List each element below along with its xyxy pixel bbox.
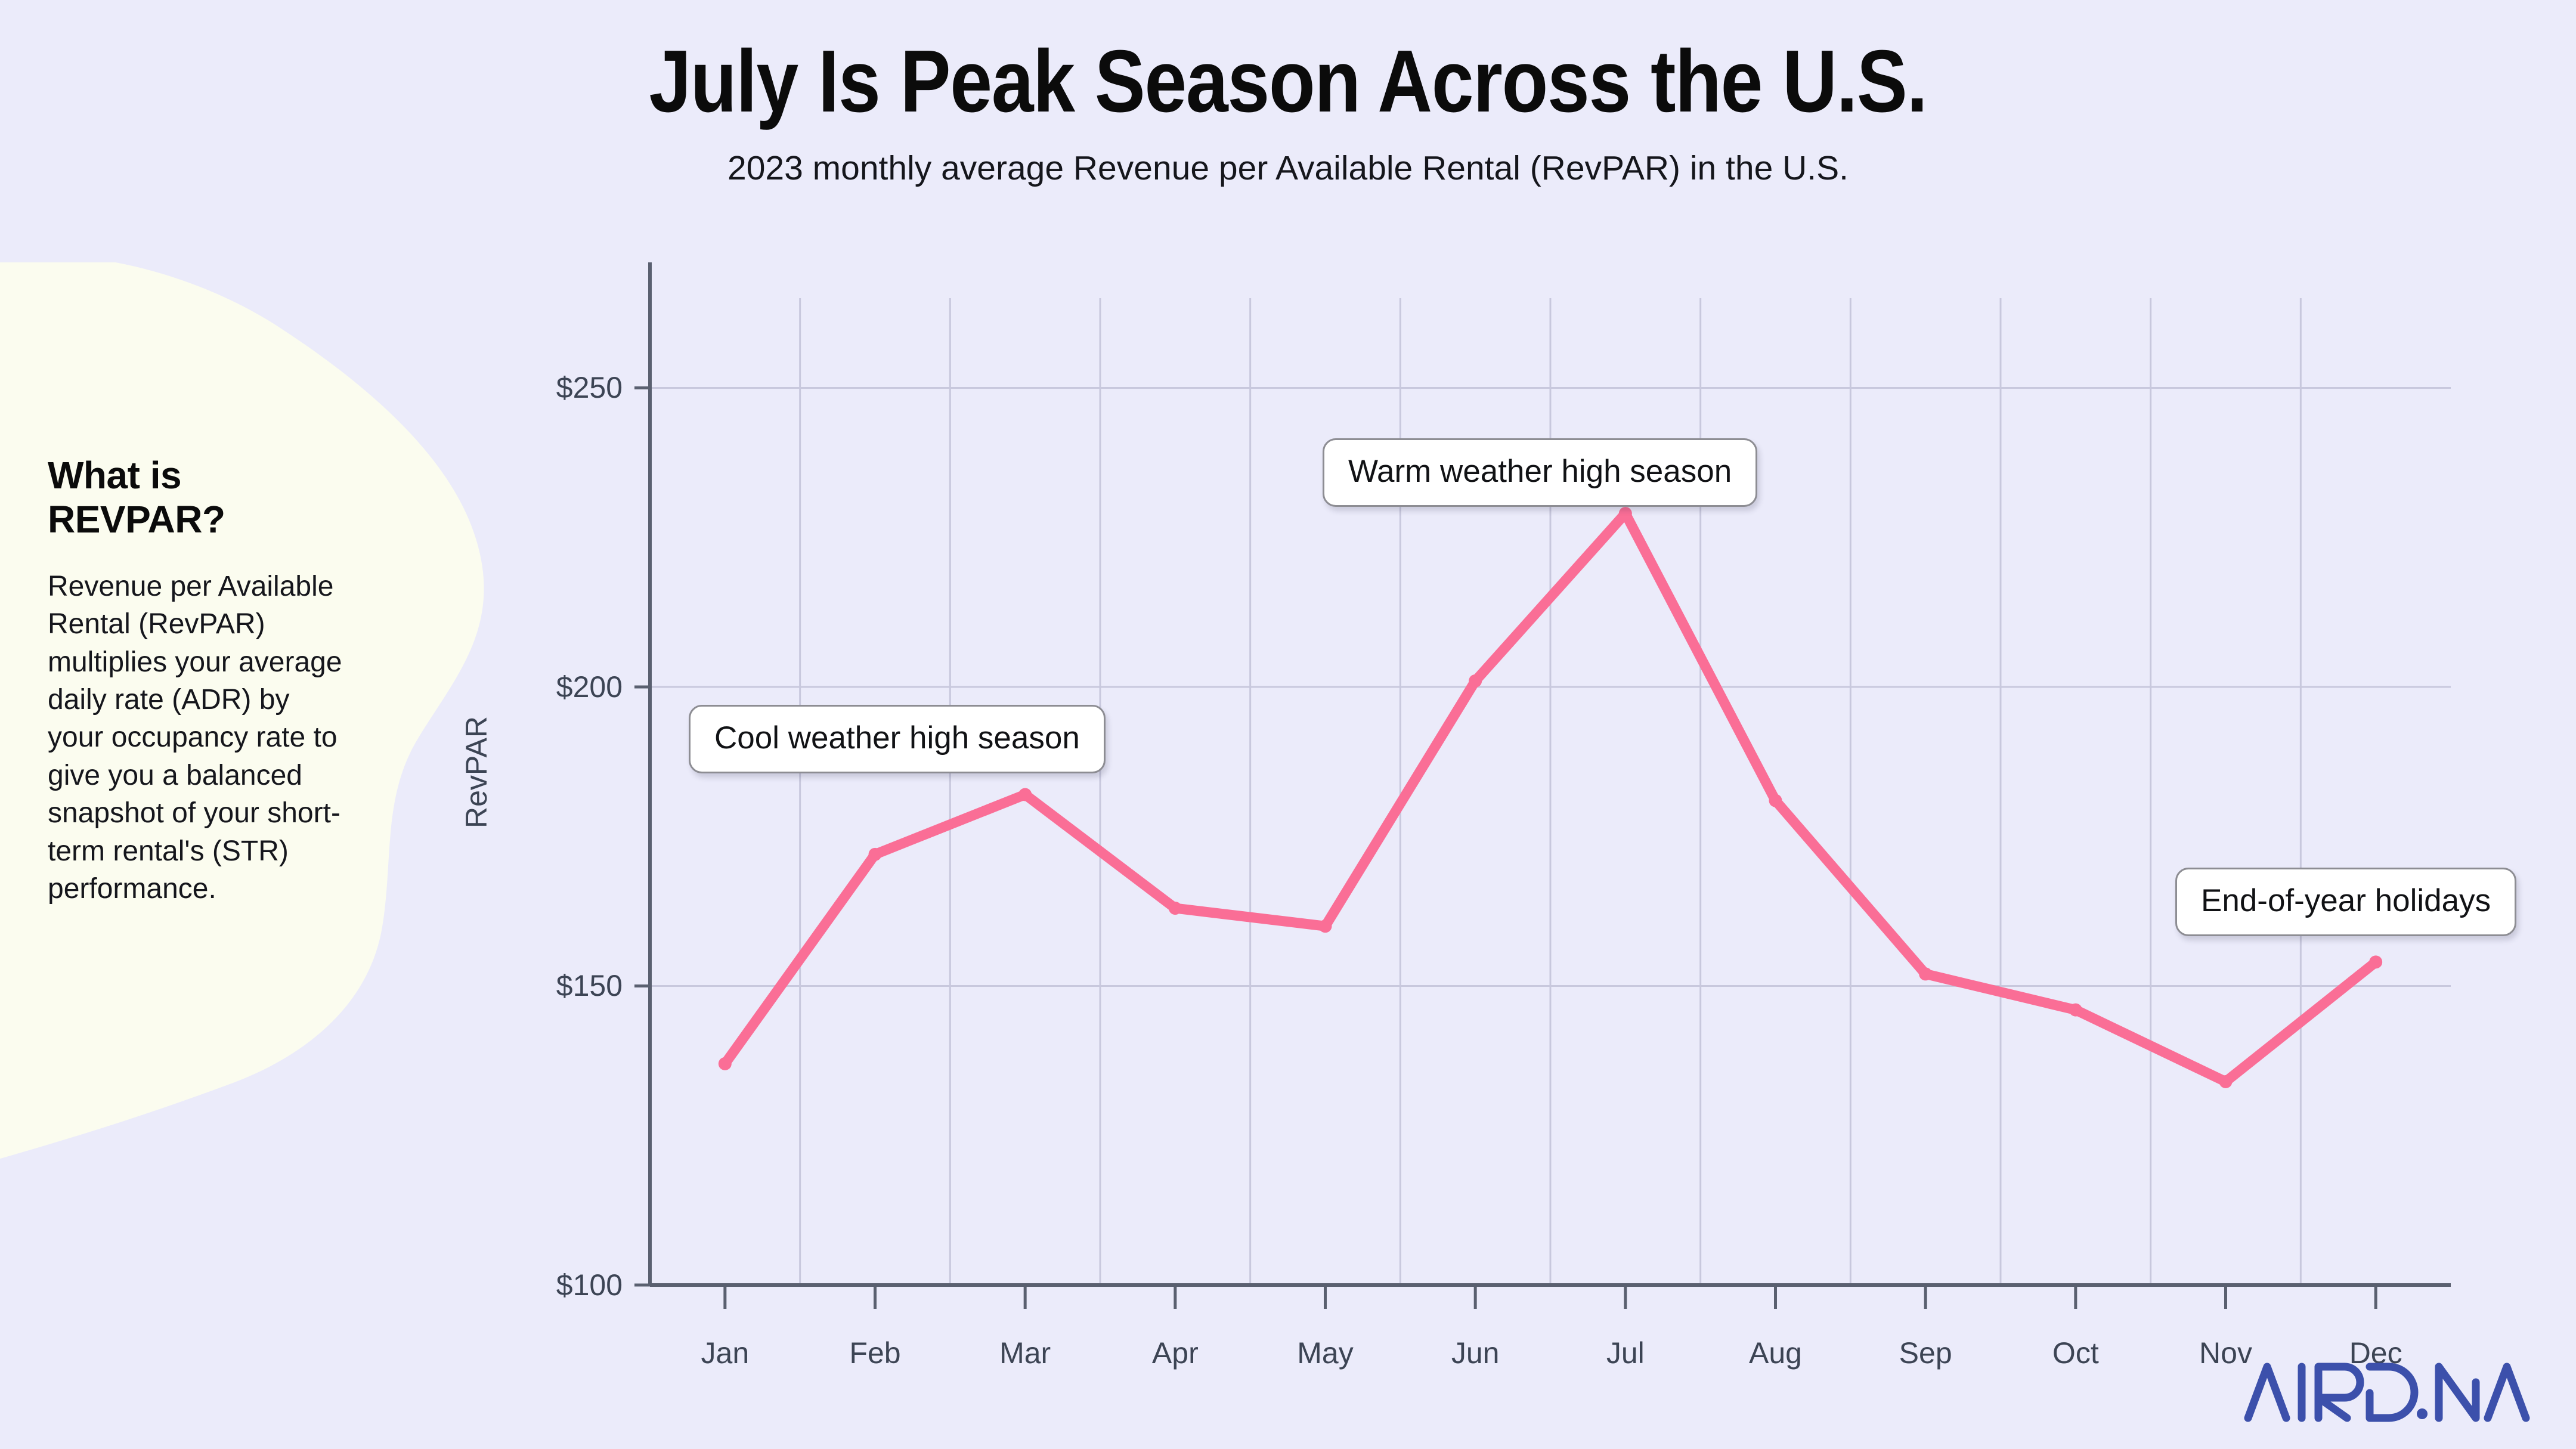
explainer-body: Revenue per Available Rental (RevPAR) mu… bbox=[48, 571, 342, 905]
x-tick-label: Aug bbox=[1749, 1336, 1802, 1370]
annotation-warm-weather: Warm weather high season bbox=[1323, 438, 1758, 507]
page-title: July Is Peak Season Across the U.S. bbox=[649, 32, 1927, 131]
annotation-end-of-year: End-of-year holidays bbox=[2175, 868, 2517, 936]
revpar-explainer-panel: What is REVPAR? Revenue per Available Re… bbox=[48, 453, 364, 908]
x-tick-label: Jun bbox=[1451, 1336, 1500, 1370]
x-tick-label: Feb bbox=[849, 1336, 901, 1370]
x-tick-label: Jul bbox=[1606, 1336, 1645, 1370]
annotation-cool-weather: Cool weather high season bbox=[689, 705, 1106, 773]
y-tick-label: $250 bbox=[556, 371, 623, 405]
x-tick-label: Sep bbox=[1899, 1336, 1952, 1370]
page-subtitle: 2023 monthly average Revenue per Availab… bbox=[727, 148, 1849, 187]
x-tick-label: Apr bbox=[1151, 1336, 1199, 1370]
y-tick-label: $100 bbox=[556, 1268, 623, 1302]
x-tick-label: May bbox=[1297, 1336, 1354, 1370]
y-tick-label: $200 bbox=[556, 670, 623, 704]
x-tick-label: Nov bbox=[2199, 1336, 2252, 1370]
x-tick-label: Oct bbox=[2052, 1336, 2099, 1370]
airdna-logo bbox=[2242, 1358, 2534, 1424]
explainer-title: What is REVPAR? bbox=[48, 454, 225, 541]
x-tick-label: Mar bbox=[999, 1336, 1051, 1370]
y-tick-label: $150 bbox=[556, 969, 623, 1003]
y-axis-title: RevPAR bbox=[460, 716, 493, 829]
chart-header: July Is Peak Season Across the U.S. 2023… bbox=[0, 0, 2576, 188]
x-tick-label: Jan bbox=[701, 1336, 750, 1370]
